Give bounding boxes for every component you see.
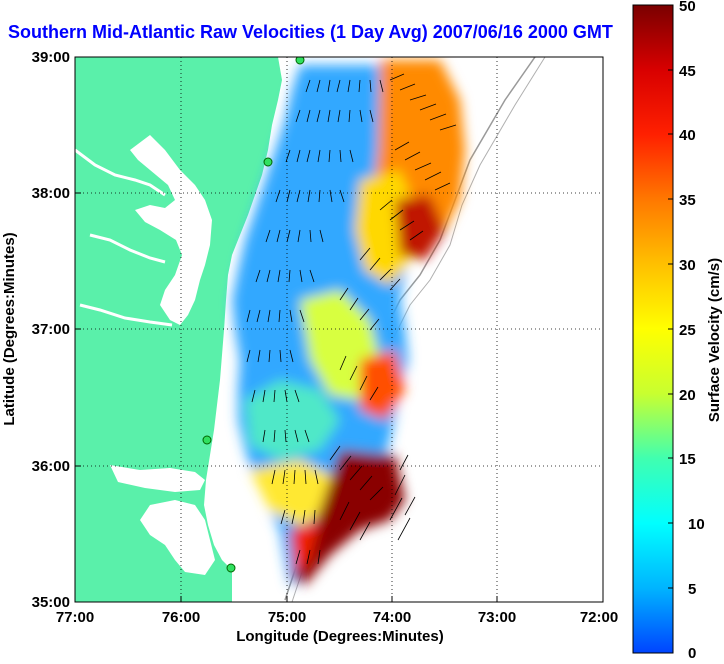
colorbar-tick-label: 35 xyxy=(679,192,696,209)
colorbar-tick-label: 0 xyxy=(688,645,696,659)
map-title: Southern Mid-Atlantic Raw Velocities (1 … xyxy=(8,22,613,42)
y-tick-label: 36:00 xyxy=(32,458,70,475)
x-tick-label: 75:00 xyxy=(268,609,306,626)
y-tick-label: 37:00 xyxy=(32,321,70,338)
colorbar-tick-label: 10 xyxy=(688,516,705,533)
colorbar-tick-labels: 50 45 40 35 30 25 20 15 10 5 0 xyxy=(679,0,705,662)
y-tick-label: 38:00 xyxy=(32,185,70,202)
colorbar-tick-label: 20 xyxy=(679,387,696,404)
x-tick-label: 72:00 xyxy=(580,609,618,626)
y-axis-label: Latitude (Degrees:Minutes) xyxy=(1,232,18,425)
x-tick-label: 74:00 xyxy=(373,609,411,626)
grid-lines xyxy=(75,57,603,602)
x-tick-labels: 77:00 76:00 75:00 74:00 73:00 72:00 xyxy=(56,609,618,626)
radar-station-marker xyxy=(263,157,273,167)
x-tick-label: 77:00 xyxy=(56,609,94,626)
river-james xyxy=(79,303,173,327)
velocity-field xyxy=(232,60,465,585)
colorbar-tick-label: 5 xyxy=(688,581,696,598)
colorbar-tick-label: 50 xyxy=(679,0,696,15)
colorbar-tick-label: 15 xyxy=(679,451,696,468)
colorbar xyxy=(632,4,674,654)
radar-stations xyxy=(202,57,305,573)
radar-station-marker xyxy=(295,57,305,65)
colorbar-tick-label: 30 xyxy=(679,257,696,274)
y-tick-labels: 39:00 38:00 37:00 36:00 35:00 xyxy=(32,49,70,611)
colorbar-tick-label: 40 xyxy=(679,127,696,144)
land-mass xyxy=(75,57,282,602)
x-tick-label: 73:00 xyxy=(478,609,516,626)
velocity-vectors xyxy=(246,73,457,565)
y-tick-label: 35:00 xyxy=(32,594,70,611)
river-rappahannock xyxy=(89,233,166,264)
x-tick-label: 76:00 xyxy=(162,609,200,626)
pamlico-sound xyxy=(140,500,215,575)
radar-station-marker xyxy=(226,563,236,573)
axis-tick-marks xyxy=(74,56,604,603)
colorbar-tick-label: 25 xyxy=(679,322,696,339)
colorbar-tick-marks xyxy=(668,4,673,654)
chesapeake-bay xyxy=(130,135,212,325)
river-potomac xyxy=(75,148,166,197)
radar-station-marker xyxy=(202,435,212,445)
y-tick-label: 39:00 xyxy=(32,49,70,66)
x-axis-label: Longitude (Degrees:Minutes) xyxy=(236,628,444,645)
colorbar-label: Surface Velocity (cm/s) xyxy=(706,258,723,422)
colorbar-tick-label: 45 xyxy=(679,63,696,80)
